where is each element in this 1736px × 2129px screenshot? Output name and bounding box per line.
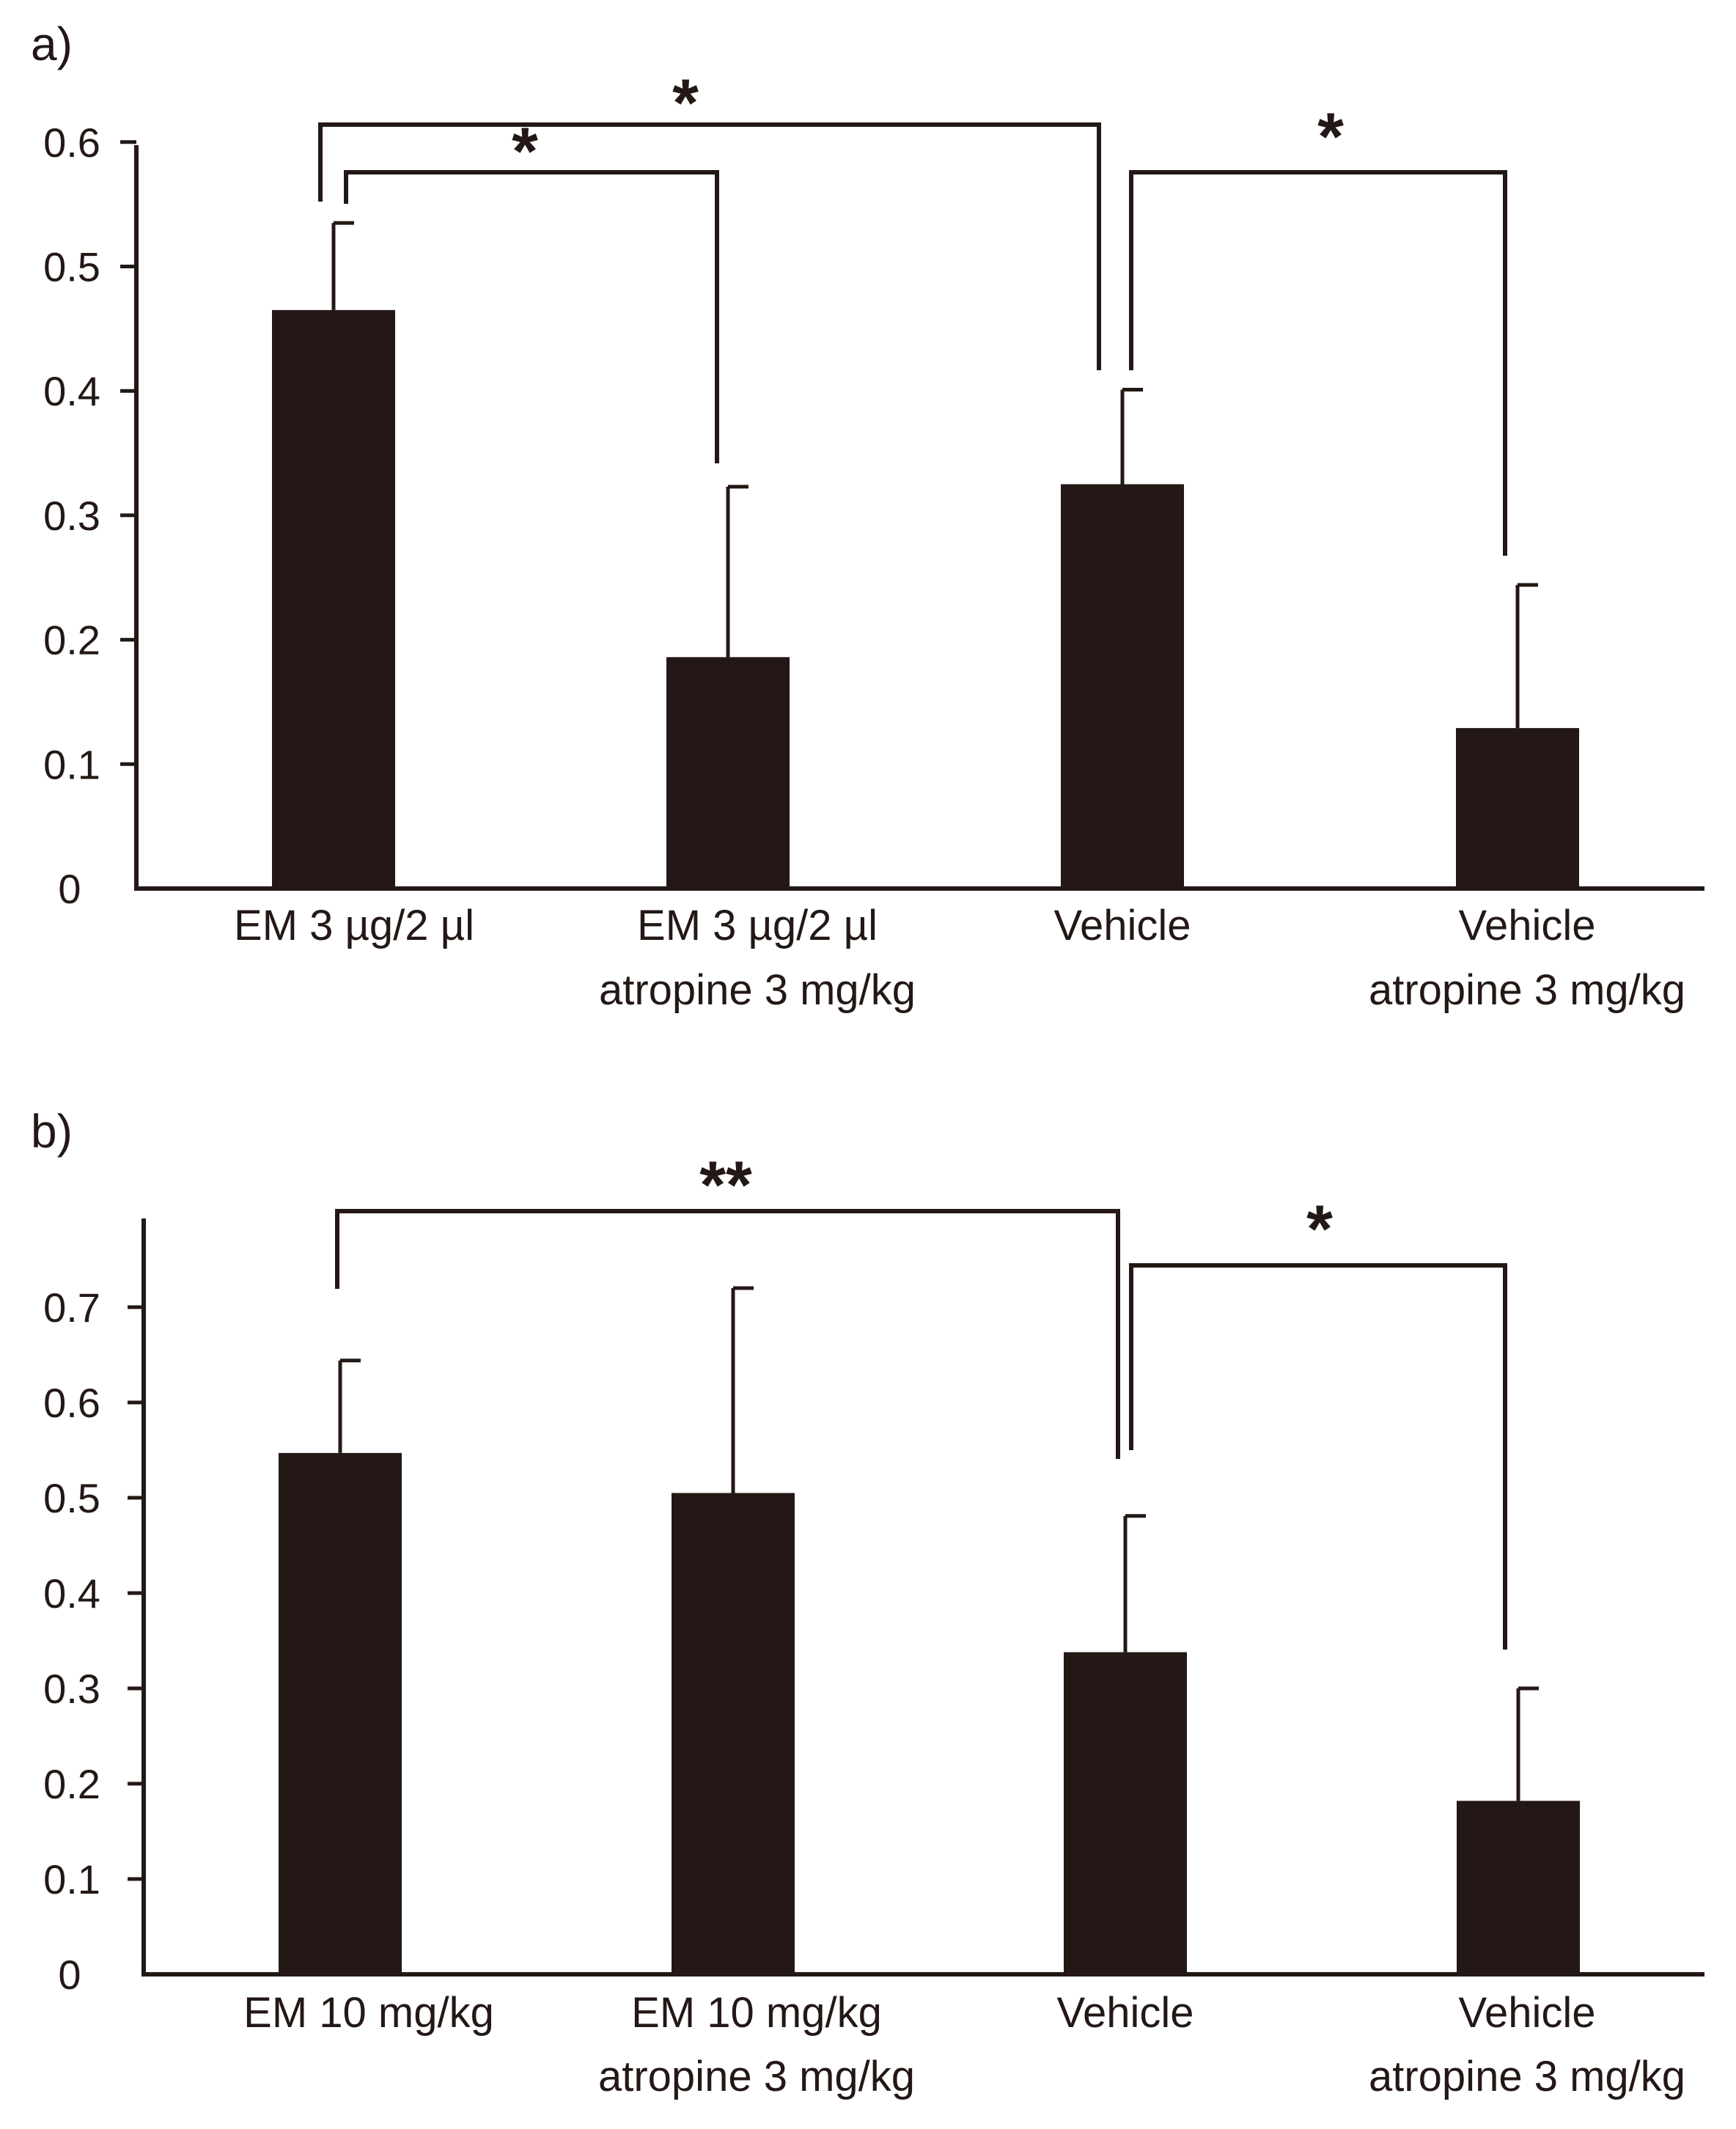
significance-label: * (672, 66, 699, 141)
y-tick-label: 0 (58, 1952, 81, 1998)
bar (272, 309, 395, 889)
y-tick-label: 0.6 (43, 1380, 100, 1426)
panel-a-chart: a) 0 0.1 0.2 0.3 0.4 0.5 0.6 EM 3 µg/2 µl EM 3 µg… (31, 18, 1704, 1014)
category-label: Vehicle (1056, 1989, 1194, 2037)
bar (1064, 1652, 1187, 1974)
category-label: atropine 3 mg/kg (599, 966, 916, 1014)
panel-b-chart: b) 0 0.1 0.2 0.3 0.4 0.5 0.6 0.7 EM 10 mg/kg EM 10… (31, 1105, 1704, 2100)
category-label: atropine 3 mg/kg (1369, 2053, 1685, 2100)
bar (672, 1493, 795, 1974)
category-label: EM 10 mg/kg (631, 1989, 882, 2037)
bar (279, 1452, 402, 1974)
y-tick-label: 0.2 (43, 1761, 100, 1807)
panel-label: a) (31, 18, 73, 70)
panel-label: b) (31, 1105, 73, 1158)
significance-bracket (1129, 170, 1507, 556)
significance-bracket (335, 1209, 1120, 1459)
significance-label: * (512, 114, 538, 189)
y-tick-label: 0.1 (43, 1856, 100, 1902)
significance-label: * (1306, 1192, 1333, 1267)
y-tick-label: 0.4 (43, 368, 100, 414)
category-label: atropine 3 mg/kg (598, 2053, 915, 2100)
category-label: EM 10 mg/kg (243, 1989, 494, 2037)
y-tick-label: 0.1 (43, 741, 100, 787)
y-tick-label: 0.3 (43, 493, 100, 539)
bar (1061, 484, 1184, 889)
category-label: Vehicle (1458, 1989, 1595, 2037)
bar (1457, 1801, 1580, 1974)
y-tick-label: 0.4 (43, 1570, 100, 1617)
category-label: Vehicle (1053, 902, 1191, 949)
category-label: EM 3 µg/2 µl (234, 902, 474, 949)
y-tick-label: 0.3 (43, 1666, 100, 1712)
y-tick-label: 0.2 (43, 617, 100, 663)
category-label: EM 3 µg/2 µl (637, 902, 878, 949)
category-label: Vehicle (1458, 902, 1595, 949)
y-tick-label: 0.6 (43, 119, 100, 166)
significance-bracket (1129, 1263, 1507, 1650)
bar (1456, 728, 1579, 889)
significance-bracket (318, 122, 1101, 370)
bar (666, 657, 790, 889)
y-tick-label: 0 (58, 866, 81, 912)
y-tick-label: 0.5 (43, 1475, 100, 1521)
y-tick-label: 0.5 (43, 244, 100, 290)
y-tick-label: 0.7 (43, 1284, 100, 1331)
category-label: atropine 3 mg/kg (1369, 966, 1685, 1014)
significance-label: * (1317, 100, 1344, 174)
significance-label: ** (699, 1148, 752, 1223)
significance-bracket (344, 170, 719, 463)
